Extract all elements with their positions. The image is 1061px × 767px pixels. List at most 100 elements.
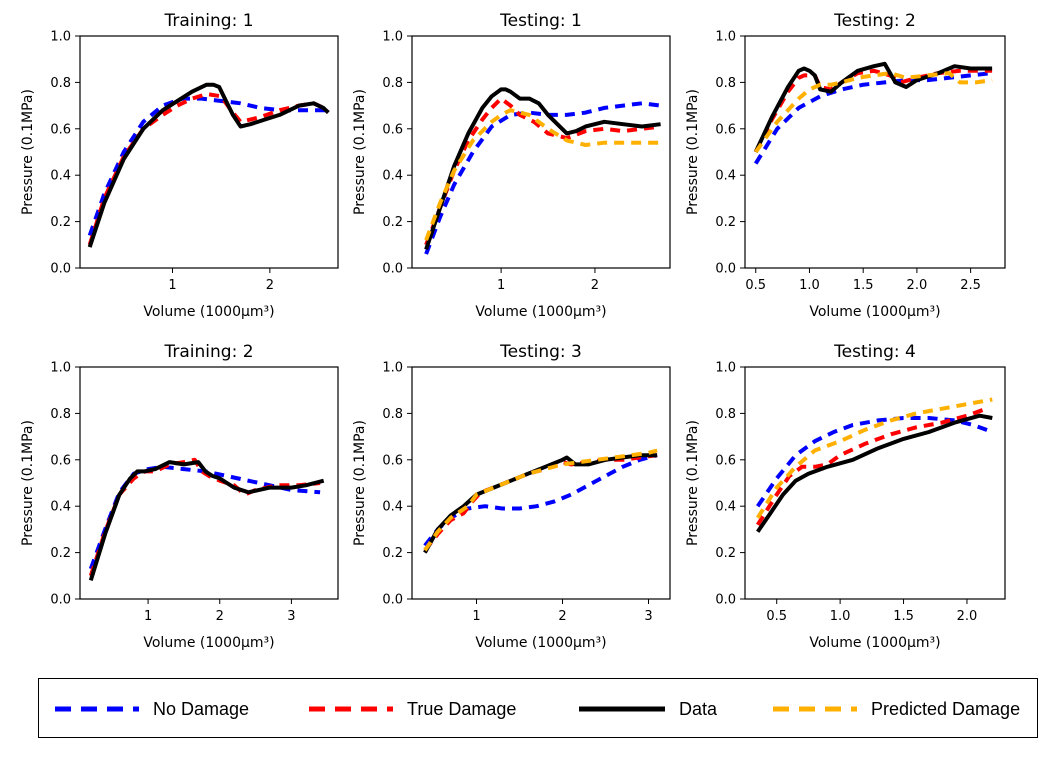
series-line-true-damage bbox=[87, 92, 330, 246]
y-axis-label: Pressure (0.1MPa) bbox=[352, 89, 368, 215]
x-axis-label: Volume (1000μm³) bbox=[143, 635, 274, 651]
series-line-data bbox=[756, 413, 993, 533]
series-line-data bbox=[87, 82, 330, 248]
legend-item-data: Data bbox=[579, 679, 717, 739]
series-line-true-damage bbox=[88, 457, 321, 577]
x-tick-label: 2 bbox=[558, 609, 566, 624]
legend-label-true-damage: True Damage bbox=[407, 698, 517, 719]
subplot-5: 0.0 0.2 0.4 0.6 0.8 1.0 1 2 3 Testing: 3 Volume (1… bbox=[352, 342, 671, 651]
x-tick-label: 2.0 bbox=[907, 278, 928, 293]
legend-label-predicted-damage: Predicted Damage bbox=[871, 698, 1021, 719]
y-tick-label: 0.0 bbox=[382, 262, 403, 277]
y-tick-label: 0.4 bbox=[50, 500, 71, 515]
series-line-no-damage bbox=[87, 96, 329, 237]
series-line-predicted-damage bbox=[756, 397, 993, 519]
series-line-no-damage bbox=[424, 101, 661, 255]
y-tick-label: 0.0 bbox=[50, 262, 71, 277]
subplot-title: Training: 1 bbox=[163, 11, 253, 31]
series-group bbox=[753, 61, 993, 165]
y-tick-label: 0.6 bbox=[715, 453, 736, 468]
series-group bbox=[88, 457, 325, 581]
y-tick-label: 0.0 bbox=[715, 593, 736, 608]
series-line-no-damage bbox=[753, 71, 993, 165]
series-line-no-damage bbox=[756, 416, 993, 508]
y-tick-label: 0.6 bbox=[382, 122, 403, 137]
series-group bbox=[424, 87, 661, 255]
legend-item-true-damage: True Damage bbox=[309, 679, 516, 739]
series-line-true-damage bbox=[424, 96, 661, 246]
subplot-6: 0.0 0.2 0.4 0.6 0.8 1.0 0.5 1.0 1.5 2.0 Testing: 4… bbox=[685, 342, 1006, 651]
y-tick-label: 0.8 bbox=[382, 407, 403, 422]
x-tick-label: 1 bbox=[497, 278, 505, 293]
legend-label-data: Data bbox=[679, 698, 718, 719]
x-tick-label: 0.5 bbox=[766, 609, 787, 624]
legend-label-no-damage: No Damage bbox=[153, 698, 250, 719]
subplot-title: Training: 2 bbox=[163, 342, 253, 362]
legend-item-no-damage: No Damage bbox=[55, 679, 249, 739]
y-tick-label: 0.4 bbox=[715, 500, 736, 515]
series-line-no-damage bbox=[88, 464, 321, 570]
subplot-title: Testing: 3 bbox=[499, 342, 582, 362]
axes-frame bbox=[79, 35, 339, 269]
axes-frame bbox=[411, 366, 671, 600]
legend: No Damage True Damage Data Predicted Dam… bbox=[38, 678, 1038, 738]
y-tick-label: 0.2 bbox=[382, 546, 403, 561]
y-tick-label: 1.0 bbox=[50, 30, 71, 45]
y-tick-label: 0.2 bbox=[50, 546, 71, 561]
series-line-predicted-damage bbox=[754, 71, 993, 154]
y-tick-label: 0.8 bbox=[715, 407, 736, 422]
y-tick-label: 0.4 bbox=[382, 169, 403, 184]
series-line-data bbox=[88, 460, 325, 581]
series-group bbox=[87, 82, 330, 248]
x-tick-label: 1.0 bbox=[799, 278, 820, 293]
x-tick-label: 2 bbox=[266, 278, 274, 293]
series-group bbox=[423, 448, 658, 554]
subplot-title: Testing: 1 bbox=[499, 11, 582, 31]
axes-frame bbox=[744, 35, 1006, 269]
y-axis-label: Pressure (0.1MPa) bbox=[20, 89, 36, 215]
subplot-title: Testing: 4 bbox=[833, 342, 916, 362]
y-axis-label: Pressure (0.1MPa) bbox=[685, 89, 701, 215]
y-tick-label: 0.6 bbox=[382, 453, 403, 468]
series-line-true-damage bbox=[756, 406, 987, 526]
subplot-title: Testing: 2 bbox=[833, 11, 916, 31]
y-tick-label: 0.6 bbox=[50, 453, 71, 468]
y-tick-label: 1.0 bbox=[715, 30, 736, 45]
y-tick-label: 0.6 bbox=[50, 122, 71, 137]
x-axis-label: Volume (1000μm³) bbox=[475, 635, 606, 651]
y-tick-label: 0.4 bbox=[715, 169, 736, 184]
y-tick-label: 1.0 bbox=[715, 361, 736, 376]
y-tick-label: 0.6 bbox=[715, 122, 736, 137]
y-tick-label: 1.0 bbox=[50, 361, 71, 376]
subplot-3: 0.0 0.2 0.4 0.6 0.8 1.0 0.5 1.0 1.5 2.0 2.5 Testing… bbox=[685, 11, 1006, 320]
x-tick-label: 2.0 bbox=[957, 609, 978, 624]
y-axis-label: Pressure (0.1MPa) bbox=[685, 420, 701, 546]
x-tick-label: 2 bbox=[216, 609, 224, 624]
subplot-4: 0.0 0.2 0.4 0.6 0.8 1.0 1 2 3 Training: 2 Volume (… bbox=[20, 342, 339, 651]
y-tick-label: 0.2 bbox=[50, 215, 71, 230]
y-tick-label: 0.4 bbox=[382, 500, 403, 515]
axes-frame bbox=[744, 366, 1006, 600]
x-tick-label: 3 bbox=[287, 609, 295, 624]
y-tick-label: 1.0 bbox=[382, 361, 403, 376]
y-tick-label: 1.0 bbox=[382, 30, 403, 45]
subplot-1: 0.0 0.2 0.4 0.6 0.8 1.0 1 2 Training: 1 Volume (1… bbox=[20, 11, 339, 320]
y-tick-label: 0.2 bbox=[715, 215, 736, 230]
y-tick-label: 0.0 bbox=[382, 593, 403, 608]
x-axis-label: Volume (1000μm³) bbox=[809, 635, 940, 651]
y-tick-label: 0.4 bbox=[50, 169, 71, 184]
x-tick-label: 1.5 bbox=[853, 278, 874, 293]
y-tick-label: 0.0 bbox=[715, 262, 736, 277]
y-tick-label: 0.8 bbox=[715, 76, 736, 91]
x-axis-label: Volume (1000μm³) bbox=[809, 304, 940, 320]
y-axis-label: Pressure (0.1MPa) bbox=[20, 420, 36, 546]
y-tick-label: 0.2 bbox=[382, 215, 403, 230]
legend-item-predicted-damage: Predicted Damage bbox=[773, 679, 1020, 739]
series-line-predicted-damage bbox=[424, 108, 661, 241]
x-axis-label: Volume (1000μm³) bbox=[143, 304, 274, 320]
series-line-predicted-damage bbox=[423, 448, 658, 552]
x-tick-label: 1 bbox=[472, 609, 480, 624]
y-tick-label: 0.2 bbox=[715, 546, 736, 561]
x-tick-label: 2 bbox=[591, 278, 599, 293]
legend-swatch-data bbox=[579, 706, 665, 712]
